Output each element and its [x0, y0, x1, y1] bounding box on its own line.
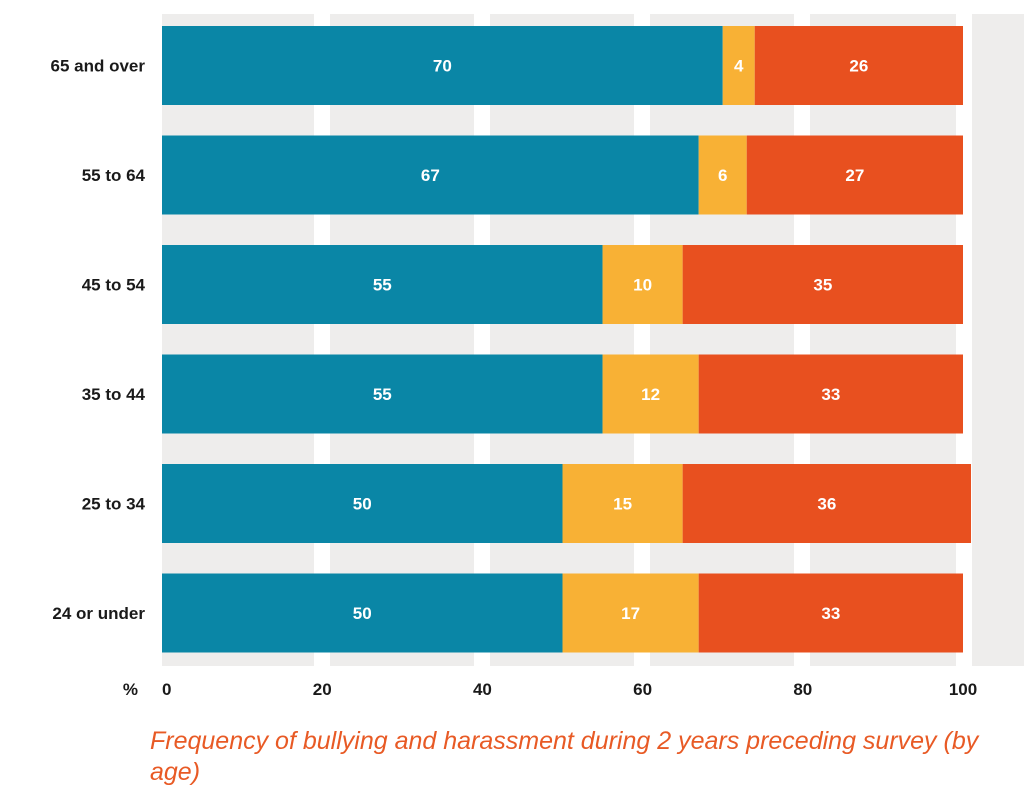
data-label: 70: [433, 57, 452, 76]
bar-segment: [602, 354, 699, 434]
x-tick-label: 80: [793, 680, 812, 699]
bar-segment: [698, 573, 963, 653]
bar-segment: [698, 354, 963, 434]
data-label: 55: [373, 276, 392, 295]
data-label: 33: [821, 385, 840, 404]
x-axis-unit: %: [123, 680, 138, 699]
grid-band: [490, 14, 634, 666]
grid-band: [810, 14, 956, 666]
category-label: 45 to 54: [82, 276, 146, 295]
grid-band: [330, 14, 474, 666]
bar-segment: [162, 464, 563, 543]
bar-segment: [754, 26, 963, 105]
x-tick-label: 60: [633, 680, 652, 699]
bar-segment: [162, 135, 699, 215]
x-tick-label: 20: [313, 680, 332, 699]
x-tick-label: 0: [162, 680, 171, 699]
grid-band: [972, 14, 1024, 666]
data-label: 6: [718, 166, 727, 185]
bar-segment: [562, 573, 699, 653]
data-label: 67: [421, 166, 440, 185]
data-label: 55: [373, 385, 392, 404]
category-label: 65 and over: [51, 57, 146, 76]
chart-area: 70 4 26 65 and over 67 6 27 55 to 64 55 10 35 45 to…: [51, 14, 1024, 699]
data-label: 36: [817, 495, 836, 514]
grid-band: [162, 14, 314, 666]
stacked-bar-chart: 70 4 26 65 and over 67 6 27 55 to 64 55 10 35 45 to…: [51, 14, 1024, 699]
category-label: 25 to 34: [82, 495, 146, 514]
data-label: 15: [613, 495, 632, 514]
bar-segment: [562, 464, 683, 543]
data-label: 50: [353, 495, 372, 514]
bar-segment: [682, 245, 963, 324]
data-label: 35: [813, 276, 832, 295]
data-label: 4: [734, 57, 744, 76]
bar-segment: [162, 26, 723, 105]
x-tick-label: 100: [949, 680, 977, 699]
data-label: 50: [353, 604, 372, 623]
data-label: 33: [821, 604, 840, 623]
category-label: 55 to 64: [82, 166, 146, 185]
bar-segment: [162, 245, 603, 324]
bar-segment: [698, 135, 747, 215]
data-label: 10: [633, 276, 652, 295]
data-label: 26: [849, 57, 868, 76]
bar-segment: [162, 354, 603, 434]
bar-segment: [602, 245, 683, 324]
bar-segment: [682, 464, 972, 543]
data-label: 12: [641, 385, 660, 404]
category-label: 35 to 44: [82, 385, 146, 404]
grid-band: [650, 14, 794, 666]
chart-title: Frequency of bullying and harassment dur…: [150, 727, 979, 786]
data-label: 27: [845, 166, 864, 185]
bar-segment: [162, 573, 563, 653]
bar-segment: [722, 26, 755, 105]
x-tick-label: 40: [473, 680, 492, 699]
data-label: 17: [621, 604, 640, 623]
category-label: 24 or under: [52, 604, 145, 623]
bar-segment: [746, 135, 963, 215]
